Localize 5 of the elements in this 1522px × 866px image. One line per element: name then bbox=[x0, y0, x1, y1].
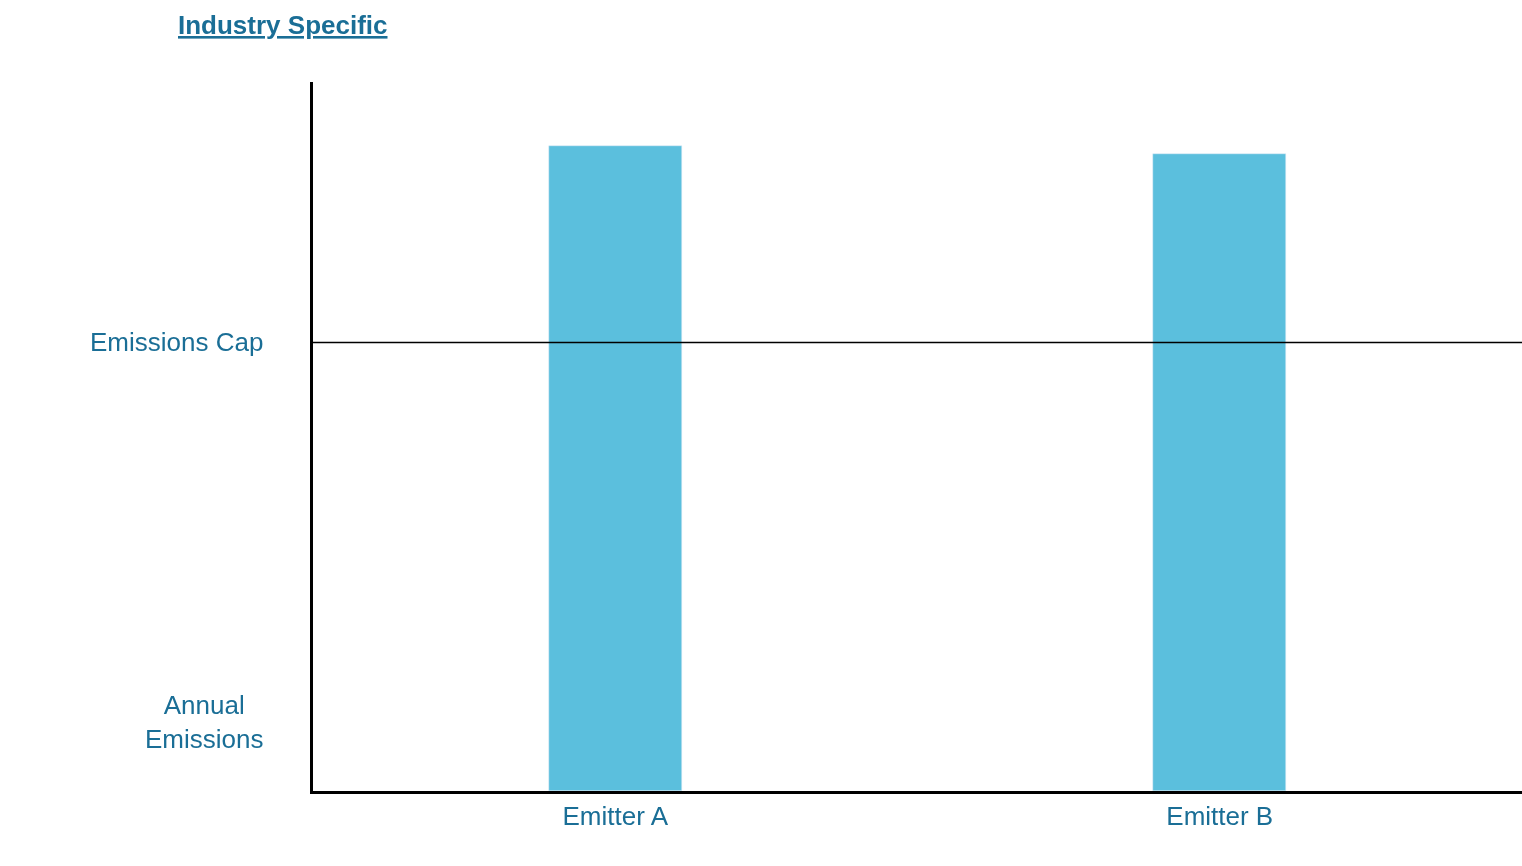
x-tick-label: Emitter B bbox=[1166, 800, 1274, 831]
x-tick-label: Emitter A bbox=[562, 800, 669, 831]
y-axis-title: Annual Emissions bbox=[145, 690, 264, 754]
chart-title: Industry Specific bbox=[178, 10, 388, 40]
ref-line-label: Emissions Cap bbox=[90, 327, 264, 357]
